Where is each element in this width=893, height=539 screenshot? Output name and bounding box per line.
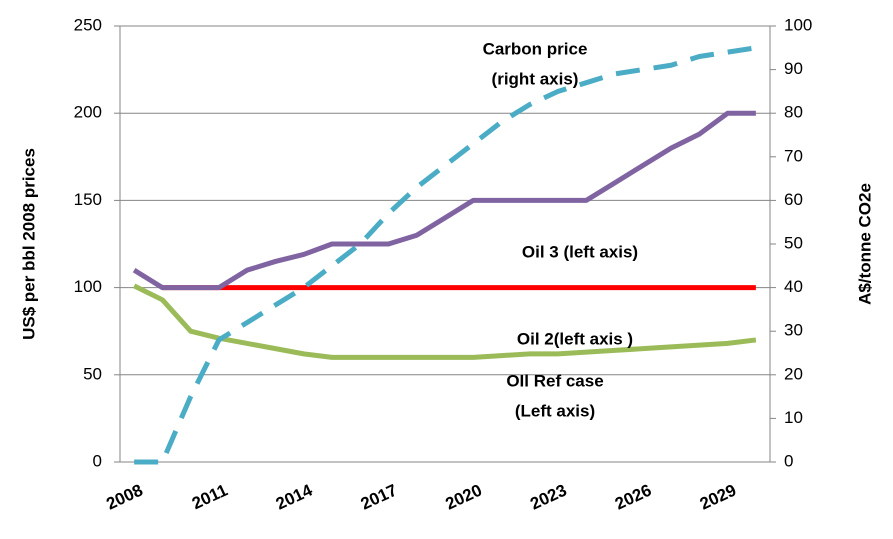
x-tick-label: 2008 [103,480,145,513]
x-tick-label: 2020 [443,480,485,513]
y-tick-label: 250 [74,15,102,34]
y2-tick-label: 70 [784,146,803,165]
x-tick-label: 2011 [189,480,230,513]
y-axis-title: US$ per bbl 2008 prices [19,148,38,340]
annotation: (Left axis) [515,401,595,420]
y-tick-label: 200 [74,103,102,122]
x-tick-label: 2014 [273,480,316,513]
y2-tick-label: 40 [784,277,803,296]
y2-tick-label: 10 [784,408,803,427]
annotation: OIl Ref case [506,371,603,390]
y2-tick-label: 90 [784,59,803,78]
series-line [134,45,757,465]
series-line [132,110,756,291]
y-tick-label: 50 [83,364,102,383]
y2-axis-title: A$/tonne CO2e [855,183,874,305]
series-line [133,283,757,360]
annotation: Carbon price [483,39,588,58]
annotation: (right axis) [492,69,579,88]
y-tick-label: 0 [93,451,102,470]
y2-tick-label: 20 [784,364,803,383]
y2-tick-label: 0 [784,451,793,470]
y2-tick-label: 60 [784,190,803,209]
x-tick-label: 2017 [358,480,400,513]
x-tick-label: 2026 [612,480,654,513]
annotation: Oil 2(left axis ) [517,329,633,348]
y-tick-label: 150 [74,190,102,209]
y2-tick-label: 50 [784,233,803,252]
annotation: Oil 3 (left axis) [522,242,638,261]
y2-tick-label: 100 [784,15,812,34]
y2-tick-label: 80 [784,103,803,122]
y2-tick-label: 30 [784,321,803,340]
x-tick-label: 2023 [527,480,569,513]
x-tick-label: 2029 [697,480,739,513]
y-tick-label: 100 [74,277,102,296]
